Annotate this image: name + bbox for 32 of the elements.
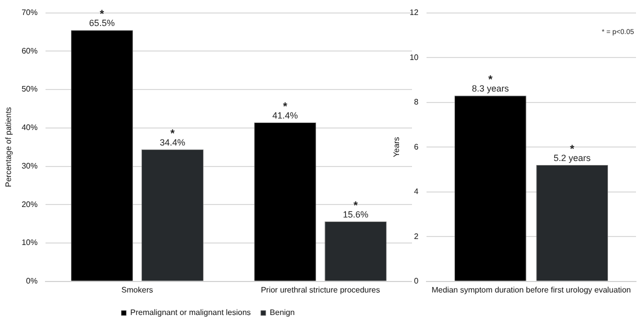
y-tick-label: 0 — [414, 276, 420, 286]
y-tick-label: 70% — [22, 8, 38, 18]
data-label: 34.4% — [160, 137, 186, 148]
data-label: 41.4% — [272, 110, 298, 121]
x-tick-label: Smokers — [121, 285, 153, 294]
y-tick-label: 8 — [414, 98, 420, 107]
x-tick-label: Prior urethral stricture procedures — [260, 285, 380, 294]
y-tick-label: 10 — [410, 52, 420, 62]
annotation: * — [488, 74, 494, 86]
y-tick-label: 6 — [414, 142, 420, 152]
data-label: 65.5% — [89, 18, 115, 28]
data-label: 8.3 years — [472, 84, 510, 94]
y-tick-label: 50% — [22, 84, 38, 94]
y-tick-label: 30% — [22, 161, 38, 170]
annotation: * — [354, 200, 359, 212]
legend-label: Benign — [270, 308, 295, 318]
annotation: * — [170, 128, 176, 140]
annotation: * — [100, 8, 105, 21]
y-tick-label: 10% — [22, 238, 38, 248]
y-axis-title: Percentage of patients — [4, 107, 14, 188]
y-tick-label: 40% — [22, 123, 38, 132]
y-tick-label: 20% — [22, 200, 38, 209]
y-tick-label: 12 — [410, 8, 420, 18]
y-tick-label: 0% — [26, 276, 38, 286]
y-tick-label: 60% — [22, 46, 38, 56]
y-axis-title: Years — [392, 137, 402, 158]
data-label: 15.6% — [342, 210, 368, 220]
legend-label: Premalignant or malignant lesions — [130, 308, 251, 318]
y-tick-label: 2 — [414, 232, 420, 241]
annotation: * — [282, 101, 288, 114]
y-tick-label: 4 — [414, 187, 420, 196]
x-tick-label: Median symptom duration before first urology evaluation — [432, 285, 631, 294]
